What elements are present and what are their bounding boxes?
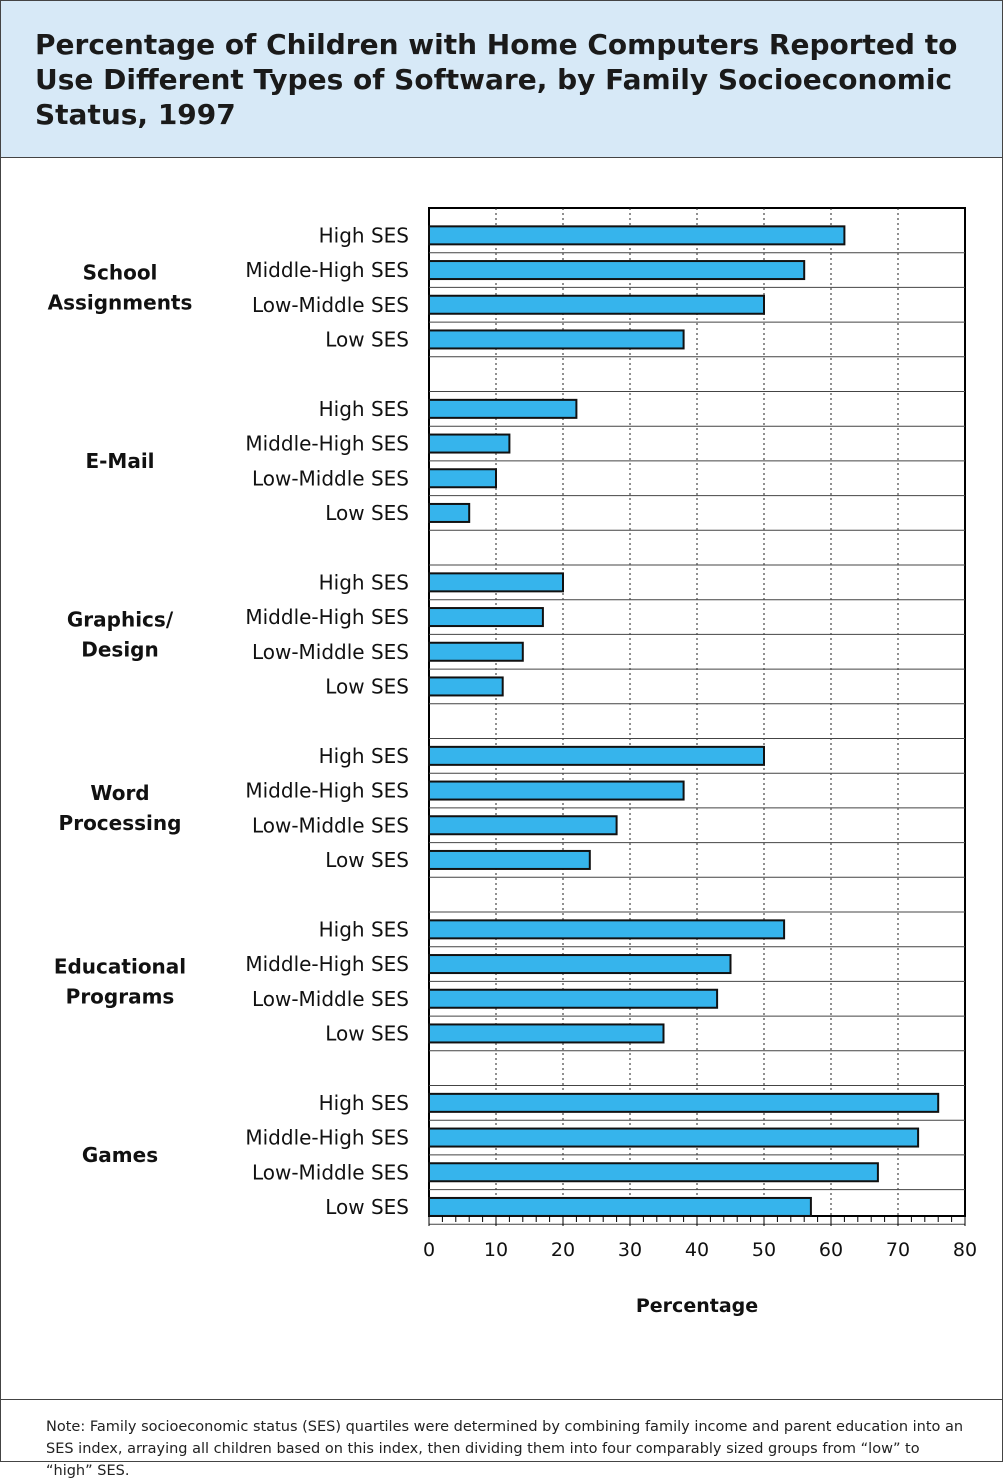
bar (428, 572, 564, 593)
x-axis-title: Percentage (636, 1295, 758, 1317)
x-tick-label: 50 (752, 1239, 776, 1261)
ses-row-label: Middle-High SES (245, 779, 409, 803)
bar (428, 1162, 879, 1183)
bar (428, 433, 511, 454)
x-tick-label: 30 (618, 1239, 642, 1261)
bar (428, 641, 524, 662)
footer-divider (1, 1399, 1002, 1400)
bar (428, 919, 786, 940)
category-label: Assignments (48, 290, 193, 314)
ses-row-label: Low-Middle SES (252, 813, 409, 837)
bar (428, 398, 578, 419)
x-tick-label: 80 (953, 1239, 977, 1261)
ses-row-label: High SES (319, 397, 409, 421)
ses-row-label: High SES (319, 917, 409, 941)
category-label: E-Mail (85, 449, 154, 473)
ses-row-label: Middle-High SES (245, 952, 409, 976)
ses-row-label: Low SES (325, 1021, 409, 1045)
ses-row-label: High SES (319, 744, 409, 768)
ses-row-label: Low SES (325, 1195, 409, 1219)
bar (428, 780, 685, 801)
x-tick-label: 10 (484, 1239, 508, 1261)
ses-row-label: Low-Middle SES (252, 640, 409, 664)
ses-row-label: Low-Middle SES (252, 1160, 409, 1184)
bar (428, 502, 471, 523)
bar (428, 607, 544, 628)
category-label: Games (82, 1143, 158, 1167)
chart-title: Percentage of Children with Home Compute… (35, 28, 958, 131)
category-label: School (83, 260, 158, 284)
ses-row-label: Low SES (325, 848, 409, 872)
bar (428, 1127, 920, 1148)
bar (428, 815, 618, 836)
ses-row-label: High SES (319, 570, 409, 594)
ses-row-label: Low-Middle SES (252, 293, 409, 317)
bar (428, 468, 497, 489)
x-tick-label: 70 (886, 1239, 910, 1261)
bar (428, 676, 504, 697)
bar (428, 225, 846, 246)
x-tick-label: 20 (551, 1239, 575, 1261)
category-label: Programs (66, 984, 175, 1008)
title-banner: Percentage of Children with Home Compute… (1, 1, 1002, 158)
ses-row-label: Low SES (325, 327, 409, 351)
ses-row-label: Low-Middle SES (252, 987, 409, 1011)
chart-note: Note: Family socioeconomic status (SES) … (46, 1419, 964, 1479)
ses-row-label: Middle-High SES (245, 1126, 409, 1150)
bar (428, 745, 765, 766)
ses-row-label: Low SES (325, 674, 409, 698)
ses-row-label: Low-Middle SES (252, 466, 409, 490)
ses-row-label: Middle-High SES (245, 605, 409, 629)
x-tick-label: 60 (819, 1239, 843, 1261)
category-label: Processing (59, 811, 182, 835)
ses-row-label: Middle-High SES (245, 432, 409, 456)
ses-row-label: Middle-High SES (245, 258, 409, 282)
bar (428, 849, 591, 870)
bar (428, 294, 765, 315)
bar (428, 1023, 665, 1044)
ses-row-label: High SES (319, 1091, 409, 1115)
bar-chart: High SES Middle-High SES Low-Middle SES Low… (48, 207, 977, 1317)
ses-row-label: High SES (319, 223, 409, 247)
x-tick-label: 0 (423, 1239, 435, 1261)
category-label: Graphics/ (67, 607, 174, 631)
category-label: Educational (54, 954, 186, 978)
bar (428, 260, 806, 281)
category-label: Word (90, 781, 149, 805)
bar (428, 1092, 940, 1113)
bar (428, 1196, 812, 1217)
x-tick-label: 40 (685, 1239, 709, 1261)
category-label: Design (81, 637, 158, 661)
bar (428, 954, 732, 975)
bar (428, 988, 719, 1009)
ses-row-label: Low SES (325, 501, 409, 525)
bar (428, 329, 685, 350)
